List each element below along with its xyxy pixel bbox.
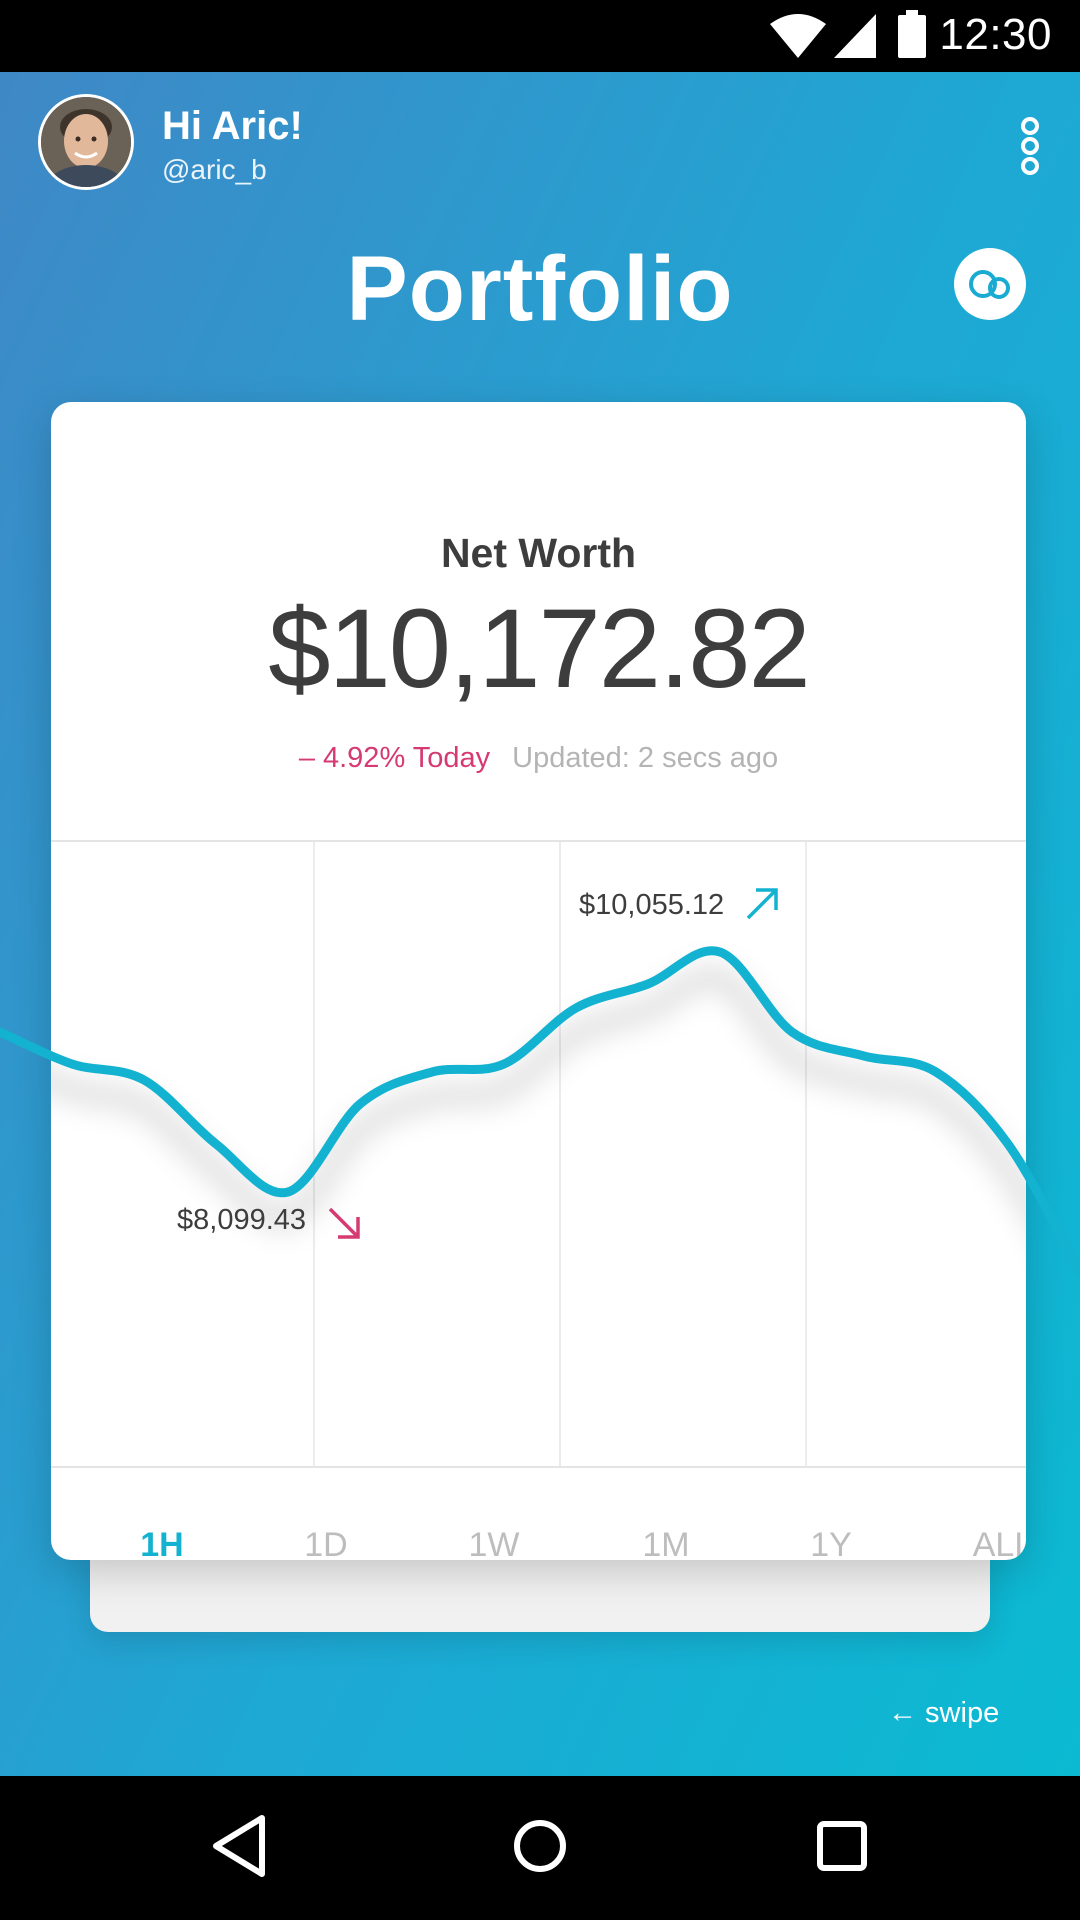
page-title: Portfolio — [346, 238, 734, 340]
low-annotation: $8,099.43 — [177, 1204, 364, 1243]
grid-line — [805, 842, 807, 1468]
status-bar: 12:30 — [0, 0, 1080, 72]
net-worth-value: $10,172.82 — [268, 586, 811, 711]
tab-1d[interactable]: 1D — [304, 1526, 348, 1560]
high-value: $10,055.12 — [579, 889, 725, 921]
avatar[interactable] — [38, 94, 134, 190]
status-time: 12:30 — [939, 10, 1052, 59]
more-vertical-icon — [1021, 117, 1039, 175]
net-worth-card: Net Worth $10,172.82 – 4.92% Today Update… — [51, 402, 1026, 1560]
card-title: Net Worth — [440, 530, 637, 576]
tab-1h[interactable]: 1H — [140, 1526, 184, 1560]
secondary-card — [90, 1552, 990, 1632]
chart-bottom-divider — [51, 1466, 1026, 1468]
time-range-tabs: 1H 1D 1W 1M 1Y ALL — [51, 1526, 1026, 1560]
tab-1y[interactable]: 1Y — [810, 1526, 852, 1560]
back-icon — [213, 1815, 265, 1877]
user-handle: @aric_b — [162, 154, 267, 185]
swipe-hint: ← swipe — [888, 1697, 1000, 1729]
daily-change: – 4.92% Today — [298, 742, 491, 774]
navigation-bar — [0, 1776, 1080, 1920]
tab-1w[interactable]: 1W — [468, 1526, 520, 1560]
wifi-icon — [770, 14, 826, 58]
chart-top-divider — [51, 840, 1026, 842]
more-menu-button[interactable] — [1010, 116, 1050, 176]
app-content: Hi Aric! @aric_b Portfolio Net Worth $10… — [0, 72, 1080, 1776]
grid-line — [559, 842, 561, 1468]
battery-icon — [898, 10, 926, 58]
home-button[interactable] — [490, 1796, 590, 1896]
high-annotation: $10,055.12 — [579, 884, 782, 922]
arrow-up-right-icon — [746, 888, 778, 920]
tab-1m[interactable]: 1M — [642, 1526, 690, 1560]
view-toggle-button[interactable] — [954, 248, 1026, 320]
cell-signal-icon — [834, 14, 876, 58]
greeting-text: Hi Aric! — [162, 104, 303, 148]
arrow-down-right-icon — [328, 1207, 360, 1239]
grid-line — [313, 842, 315, 1468]
updated-time: Updated: 2 secs ago — [512, 742, 779, 774]
back-button[interactable] — [190, 1796, 290, 1896]
recents-icon — [817, 1821, 867, 1871]
user-photo — [41, 97, 131, 187]
change-line: – 4.92% Today Updated: 2 secs ago — [51, 742, 1026, 775]
recents-button[interactable] — [792, 1796, 892, 1896]
low-value: $8,099.43 — [177, 1204, 307, 1236]
tab-all[interactable]: ALL — [972, 1526, 1026, 1560]
overlap-circles-icon — [969, 270, 1010, 299]
home-icon — [514, 1820, 566, 1872]
